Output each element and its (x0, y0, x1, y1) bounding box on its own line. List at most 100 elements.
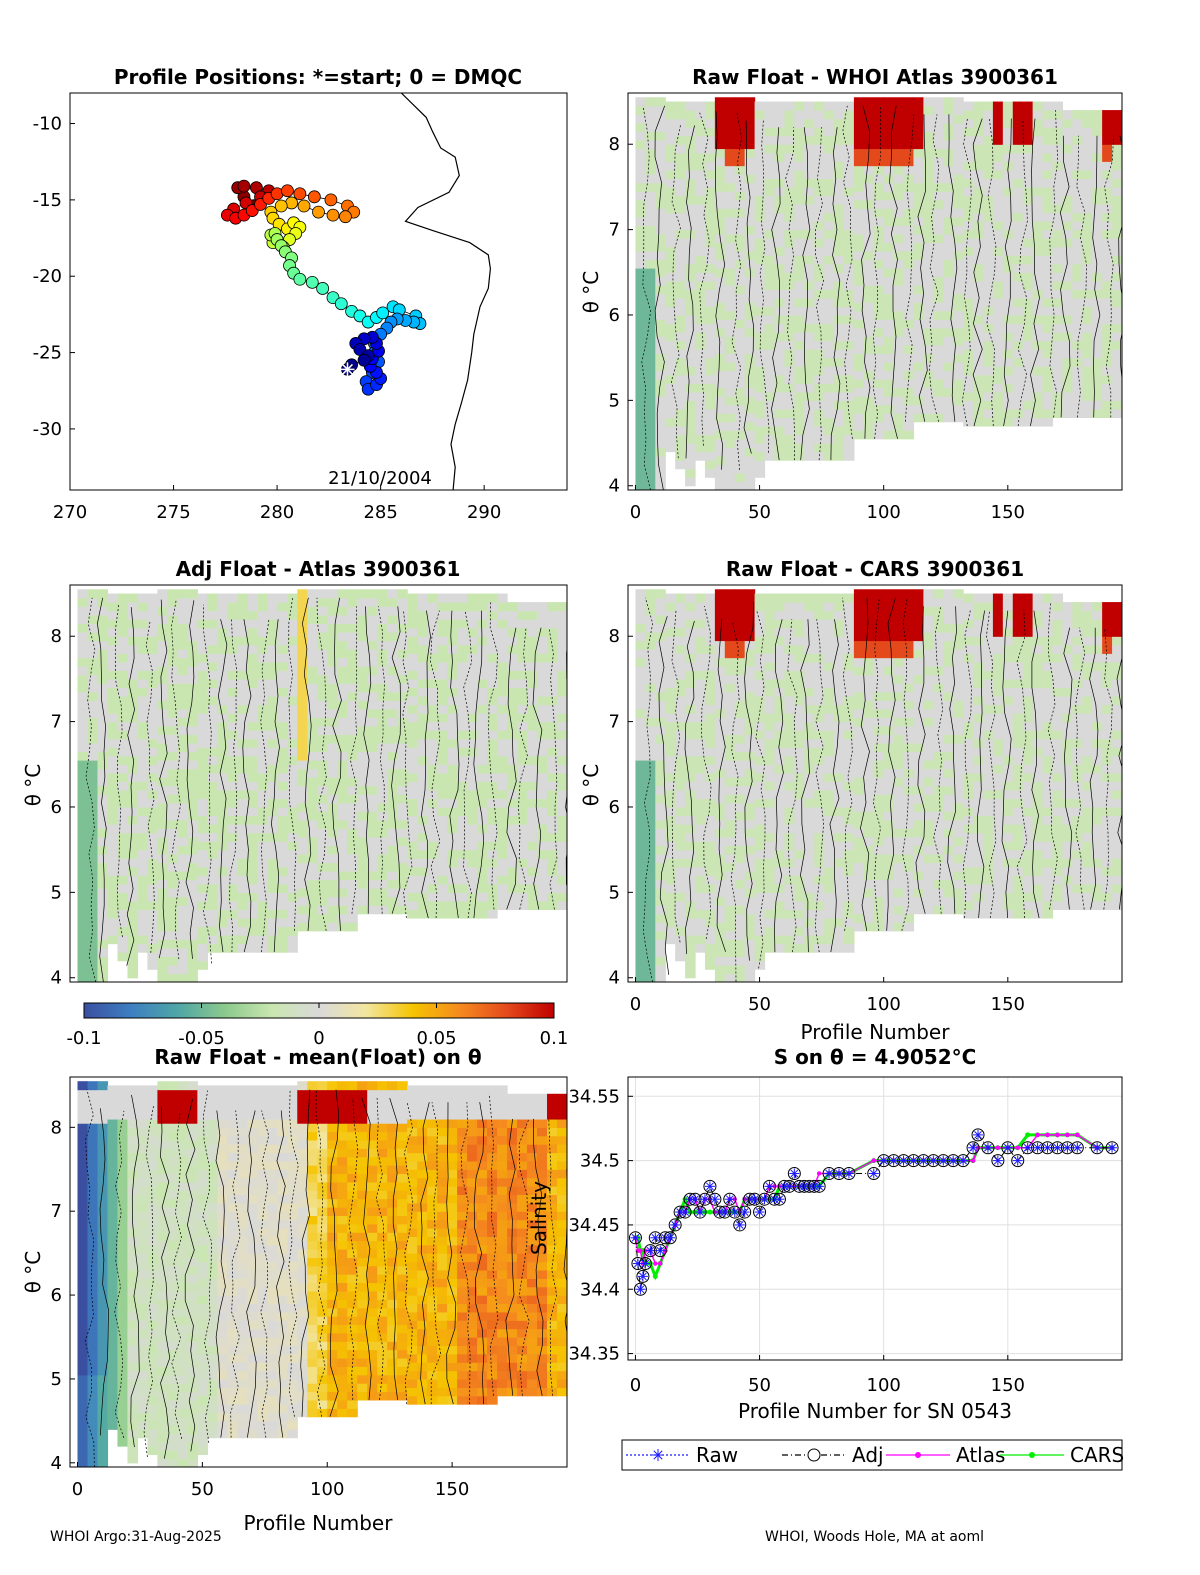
heatmap-cell (794, 755, 805, 765)
heatmap-cell (923, 379, 934, 389)
heatmap-cell (655, 276, 666, 286)
heatmap-cell (1032, 366, 1044, 376)
heatmap-cell (427, 593, 438, 603)
heatmap-cell (973, 238, 984, 248)
heatmap-cell (913, 276, 925, 286)
heatmap-cell (824, 332, 835, 342)
heatmap-cell (724, 691, 736, 701)
heatmap-cell (744, 964, 756, 975)
heatmap-cell (237, 815, 248, 825)
heatmap-cell (457, 832, 468, 842)
heatmap-cell (675, 451, 686, 461)
heatmap-cell (457, 747, 468, 757)
heatmap-cell (655, 430, 666, 440)
heatmap-cell (247, 644, 258, 654)
heatmap-cell (327, 623, 338, 633)
heatmap-cell (497, 764, 508, 774)
heatmap-cell (853, 139, 865, 150)
heatmap-cell (685, 169, 696, 179)
heatmap-cell (167, 956, 178, 966)
heatmap-cell (655, 165, 666, 175)
heatmap-cell (87, 691, 99, 701)
heatmap-cell (197, 917, 208, 928)
heatmap-cell (557, 644, 567, 654)
heatmap-cell (537, 755, 548, 765)
heatmap-cell (824, 135, 835, 145)
heatmap-cell (1042, 280, 1054, 290)
heatmap-cell (943, 302, 954, 312)
heatmap-cell (724, 623, 736, 633)
heatmap-cell (1092, 289, 1103, 299)
heatmap-cell (992, 110, 1004, 120)
heatmap-cell (655, 623, 666, 633)
heatmap-cell (1052, 332, 1064, 342)
heatmap-cell (774, 627, 785, 637)
heatmap-cell (337, 734, 348, 744)
heatmap-cell (744, 947, 756, 957)
heatmap-cell (963, 340, 974, 350)
heatmap-cell (97, 896, 109, 906)
heatmap-cell (804, 400, 815, 410)
heatmap-cell (407, 713, 418, 723)
heatmap-cell (177, 614, 188, 625)
heatmap-cell (843, 186, 855, 197)
heatmap-cell (257, 636, 268, 646)
heatmap-cell (784, 297, 795, 308)
heatmap-cell (477, 832, 488, 842)
heatmap-cell (754, 161, 766, 171)
heatmap-cell (427, 661, 438, 671)
heatmap-cell (557, 687, 567, 697)
heatmap-cell (774, 110, 785, 120)
heatmap-cell (794, 391, 805, 401)
heatmap-cell (764, 203, 776, 214)
heatmap-cell (507, 824, 518, 834)
heatmap-cell (337, 802, 348, 812)
heatmap-cell (953, 404, 964, 414)
heatmap-cell (397, 708, 408, 718)
y-tick-label: -25 (33, 343, 62, 364)
heatmap-cell (527, 619, 538, 629)
heatmap-cell (675, 866, 686, 876)
heatmap-cell (824, 314, 835, 325)
heatmap-cell (407, 772, 418, 782)
heatmap-cell (107, 764, 119, 774)
heatmap-cell (784, 186, 795, 197)
heatmap-cell (147, 747, 159, 757)
heatmap-cell (704, 935, 716, 945)
heatmap-cell (107, 755, 119, 765)
heatmap-cell (447, 670, 458, 680)
heatmap-cell (774, 917, 785, 928)
heatmap-cell (724, 614, 736, 625)
heatmap-cell (1002, 101, 1014, 111)
heatmap-cell (367, 768, 378, 778)
heatmap-cell (843, 314, 855, 325)
heatmap-cell (824, 178, 835, 188)
heatmap-cell (107, 935, 119, 945)
heatmap-cell (992, 127, 1004, 137)
heatmap-cell (665, 892, 676, 902)
heatmap-cell (843, 178, 855, 188)
heatmap-cell (437, 849, 448, 859)
heatmap-cell (645, 708, 656, 718)
heatmap-cell (814, 443, 825, 453)
heatmap-cell (107, 892, 119, 902)
heatmap-cell (804, 917, 815, 928)
heatmap-cell (724, 438, 736, 448)
heatmap-cell (137, 781, 149, 791)
heatmap-cell (1042, 144, 1054, 154)
heatmap-cell (237, 687, 248, 697)
heatmap-cell (307, 708, 318, 718)
heatmap-cell (337, 657, 348, 667)
heatmap-cell (1012, 400, 1024, 410)
heatmap-cell (754, 229, 766, 239)
heatmap-cell (387, 888, 398, 898)
heatmap-cell (794, 408, 805, 419)
heatmap-cell (774, 900, 785, 911)
heatmap-cell (287, 747, 298, 757)
heatmap-cell (167, 913, 178, 923)
heatmap-cell (217, 824, 228, 834)
contour-line (928, 114, 940, 422)
heatmap-cell (107, 602, 119, 612)
heatmap-cell (784, 443, 795, 453)
heatmap-cell (843, 289, 855, 299)
